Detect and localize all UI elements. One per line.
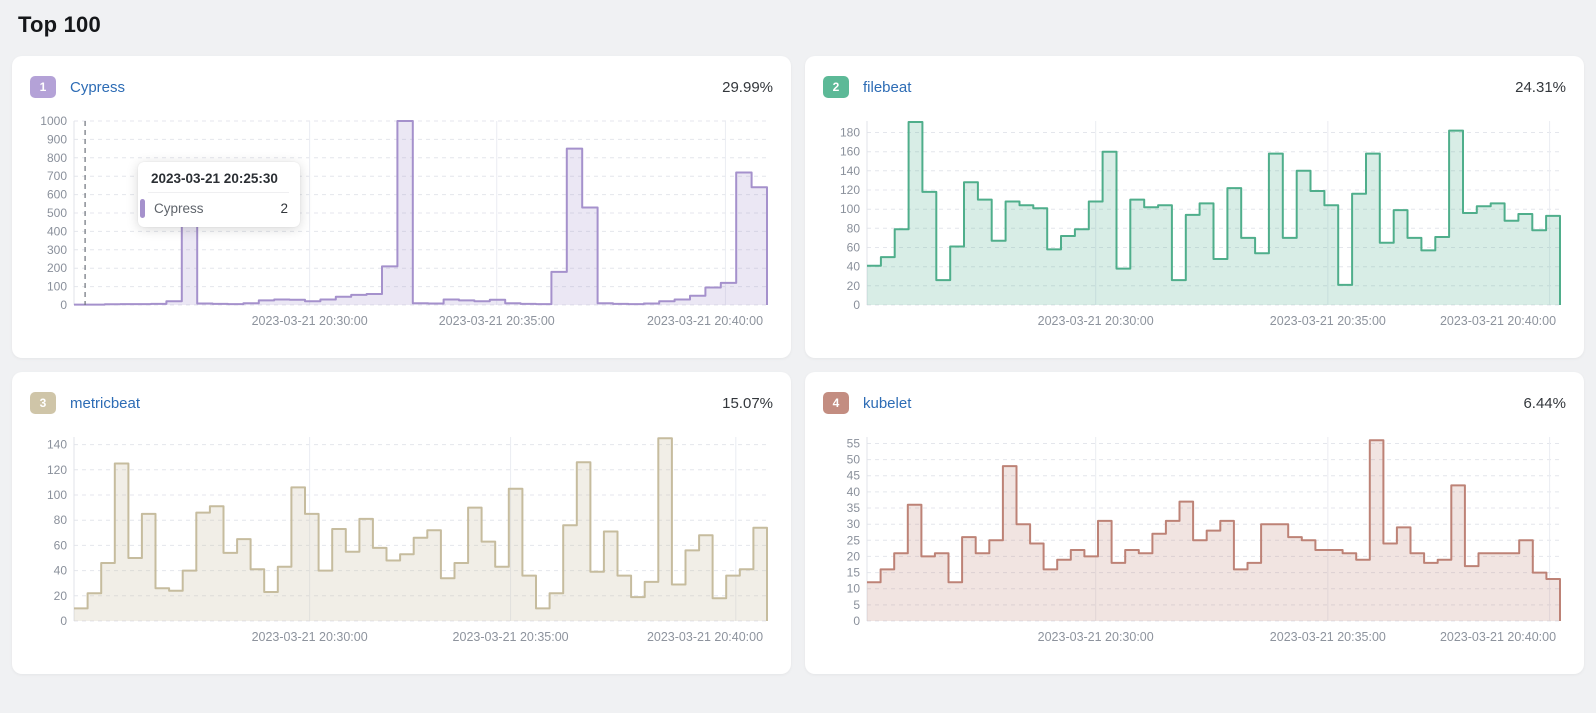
svg-text:2023-03-21 20:35:00: 2023-03-21 20:35:00 <box>453 630 569 644</box>
svg-text:0: 0 <box>853 614 860 628</box>
svg-text:2023-03-21 20:30:00: 2023-03-21 20:30:00 <box>1038 630 1154 644</box>
tooltip-series-value: 2 <box>280 201 288 216</box>
filebeat-chart[interactable]: 0 20 40 60 80 100 120 140 160 180 2023-03-21 20:30… <box>823 116 1566 330</box>
svg-text:400: 400 <box>47 224 67 238</box>
svg-text:0: 0 <box>853 298 860 312</box>
card-header: 3 metricbeat 15.07% <box>30 390 773 416</box>
rank-badge: 3 <box>30 392 56 414</box>
svg-text:700: 700 <box>47 169 67 183</box>
svg-text:35: 35 <box>847 501 861 515</box>
svg-text:80: 80 <box>54 513 68 527</box>
card-filebeat: 2 filebeat 24.31% 0 20 40 60 80 100 120 140 160 1… <box>805 56 1584 358</box>
percent-value: 24.31% <box>1515 78 1566 96</box>
svg-text:2023-03-21 20:35:00: 2023-03-21 20:35:00 <box>439 314 555 328</box>
card-header: 2 filebeat 24.31% <box>823 74 1566 100</box>
svg-text:140: 140 <box>47 438 67 452</box>
series-color-swatch <box>140 199 145 218</box>
metricbeat-chart[interactable]: 0 20 40 60 80 100 120 140 2023-03-21 20:30:00 202… <box>30 432 773 646</box>
svg-text:60: 60 <box>54 538 68 552</box>
svg-text:100: 100 <box>840 202 860 216</box>
svg-text:30: 30 <box>847 517 861 531</box>
chart-wrap: 0 20 40 60 80 100 120 140 160 180 2023-03-21 20:30… <box>823 116 1566 330</box>
svg-text:55: 55 <box>847 437 861 451</box>
svg-text:10: 10 <box>847 582 861 596</box>
svg-text:0: 0 <box>60 298 67 312</box>
svg-text:20: 20 <box>847 549 861 563</box>
card-cypress: 1 Cypress 29.99% 0 100 200 300 400 500 600 700 8… <box>12 56 791 358</box>
series-link-kubelet[interactable]: kubelet <box>863 394 912 412</box>
svg-text:2023-03-21 20:40:00: 2023-03-21 20:40:00 <box>1440 630 1556 644</box>
svg-text:2023-03-21 20:35:00: 2023-03-21 20:35:00 <box>1270 630 1386 644</box>
card-metricbeat: 3 metricbeat 15.07% 0 20 40 60 80 100 120 140 20… <box>12 372 791 674</box>
rank-badge: 4 <box>823 392 849 414</box>
chart-tooltip: 2023-03-21 20:25:30 Cypress 2 <box>138 162 300 227</box>
svg-text:120: 120 <box>840 183 860 197</box>
svg-text:25: 25 <box>847 533 861 547</box>
rank-badge: 1 <box>30 76 56 98</box>
svg-text:2023-03-21 20:40:00: 2023-03-21 20:40:00 <box>647 630 763 644</box>
percent-value: 6.44% <box>1523 394 1566 412</box>
chart-wrap: 0 5 10 15 20 25 30 35 40 45 50 55 2023-03-21 20:30:0… <box>823 432 1566 646</box>
series-link-cypress[interactable]: Cypress <box>70 78 126 96</box>
svg-text:100: 100 <box>47 280 67 294</box>
svg-text:100: 100 <box>47 488 67 502</box>
svg-text:0: 0 <box>60 614 67 628</box>
top-100-grid: 1 Cypress 29.99% 0 100 200 300 400 500 600 700 8… <box>12 56 1584 674</box>
svg-text:500: 500 <box>47 206 67 220</box>
svg-text:45: 45 <box>847 469 861 483</box>
svg-text:40: 40 <box>54 564 68 578</box>
svg-text:2023-03-21 20:30:00: 2023-03-21 20:30:00 <box>1038 314 1154 328</box>
svg-text:900: 900 <box>47 132 67 146</box>
svg-text:5: 5 <box>853 598 860 612</box>
svg-text:20: 20 <box>847 279 861 293</box>
percent-value: 15.07% <box>722 394 773 412</box>
svg-text:180: 180 <box>840 126 860 140</box>
svg-text:600: 600 <box>47 188 67 202</box>
svg-text:160: 160 <box>840 145 860 159</box>
kubelet-chart[interactable]: 0 5 10 15 20 25 30 35 40 45 50 55 2023-03-21 20:30:0… <box>823 432 1566 646</box>
svg-text:40: 40 <box>847 485 861 499</box>
svg-text:140: 140 <box>840 164 860 178</box>
series-link-filebeat[interactable]: filebeat <box>863 78 912 96</box>
card-kubelet: 4 kubelet 6.44% 0 5 10 15 20 25 30 35 40 45 50 55 20… <box>805 372 1584 674</box>
svg-text:2023-03-21 20:35:00: 2023-03-21 20:35:00 <box>1270 314 1386 328</box>
svg-text:20: 20 <box>54 589 68 603</box>
svg-text:800: 800 <box>47 151 67 165</box>
svg-text:300: 300 <box>47 243 67 257</box>
page-title: Top 100 <box>18 12 101 37</box>
svg-text:1000: 1000 <box>40 116 67 128</box>
chart-wrap: 0 20 40 60 80 100 120 140 2023-03-21 20:30:00 202… <box>30 432 773 646</box>
tooltip-timestamp: 2023-03-21 20:25:30 <box>148 169 289 193</box>
rank-badge: 2 <box>823 76 849 98</box>
series-link-metricbeat[interactable]: metricbeat <box>70 394 141 412</box>
tooltip-series-name: Cypress <box>154 201 204 216</box>
svg-text:2023-03-21 20:40:00: 2023-03-21 20:40:00 <box>1440 314 1556 328</box>
card-header: 4 kubelet 6.44% <box>823 390 1566 416</box>
card-header: 1 Cypress 29.99% <box>30 74 773 100</box>
tooltip-series-row: Cypress 2 <box>140 193 289 220</box>
chart-wrap: 0 100 200 300 400 500 600 700 800 900 1000 2023-03-… <box>30 114 773 330</box>
svg-text:2023-03-21 20:30:00: 2023-03-21 20:30:00 <box>252 314 368 328</box>
svg-text:80: 80 <box>847 221 861 235</box>
svg-text:2023-03-21 20:30:00: 2023-03-21 20:30:00 <box>252 630 368 644</box>
svg-text:40: 40 <box>847 260 861 274</box>
svg-text:15: 15 <box>847 566 861 580</box>
svg-text:200: 200 <box>47 261 67 275</box>
svg-text:60: 60 <box>847 241 861 255</box>
svg-text:50: 50 <box>847 453 861 467</box>
percent-value: 29.99% <box>722 78 773 96</box>
svg-text:2023-03-21 20:40:00: 2023-03-21 20:40:00 <box>647 314 763 328</box>
svg-text:120: 120 <box>47 463 67 477</box>
